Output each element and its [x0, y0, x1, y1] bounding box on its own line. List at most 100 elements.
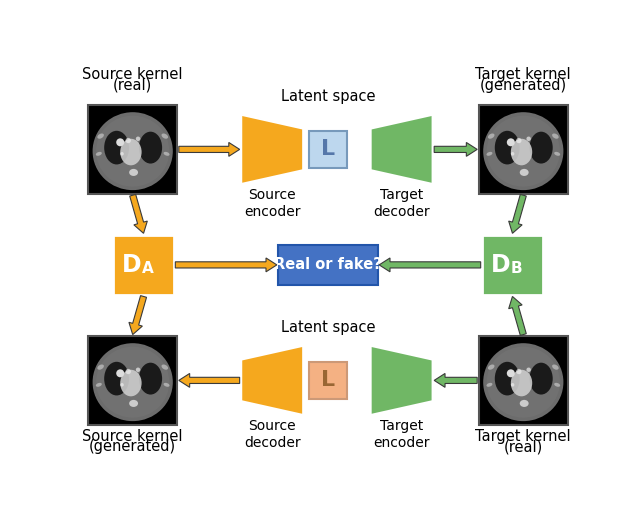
Ellipse shape — [487, 347, 560, 418]
Circle shape — [527, 368, 531, 372]
Ellipse shape — [129, 169, 138, 176]
Text: Latent space: Latent space — [281, 89, 375, 104]
Ellipse shape — [161, 133, 168, 139]
Text: (generated): (generated) — [89, 439, 176, 454]
Text: D: D — [490, 253, 510, 277]
Text: Latent space: Latent space — [281, 320, 375, 335]
Ellipse shape — [164, 152, 170, 156]
Polygon shape — [371, 115, 433, 184]
Text: Source
decoder: Source decoder — [244, 419, 301, 450]
FancyArrow shape — [129, 296, 147, 335]
Ellipse shape — [483, 343, 563, 421]
Ellipse shape — [139, 132, 162, 164]
Circle shape — [136, 136, 140, 141]
Ellipse shape — [93, 112, 173, 190]
Text: Real or fake?: Real or fake? — [274, 258, 382, 272]
Bar — [113, 235, 174, 295]
Ellipse shape — [120, 370, 141, 396]
Ellipse shape — [164, 383, 170, 387]
Text: (generated): (generated) — [480, 78, 567, 93]
Circle shape — [116, 138, 124, 147]
Text: Source kernel: Source kernel — [83, 428, 183, 444]
Ellipse shape — [486, 383, 492, 387]
Text: D: D — [122, 253, 141, 277]
Bar — [479, 105, 568, 194]
Text: (real): (real) — [504, 439, 543, 454]
Circle shape — [507, 369, 515, 377]
Ellipse shape — [495, 362, 520, 395]
Bar — [479, 336, 568, 425]
Circle shape — [516, 369, 522, 374]
Ellipse shape — [488, 365, 495, 370]
Circle shape — [511, 152, 515, 156]
Ellipse shape — [104, 362, 129, 395]
Bar — [88, 336, 177, 425]
Bar — [309, 131, 347, 168]
Ellipse shape — [96, 152, 102, 156]
Ellipse shape — [552, 133, 559, 139]
Ellipse shape — [486, 152, 492, 156]
Ellipse shape — [520, 400, 529, 407]
Ellipse shape — [129, 400, 138, 407]
Ellipse shape — [97, 365, 104, 370]
Text: Source kernel: Source kernel — [83, 67, 183, 82]
Circle shape — [507, 138, 515, 147]
Ellipse shape — [488, 133, 495, 139]
Ellipse shape — [483, 112, 563, 190]
Ellipse shape — [96, 383, 102, 387]
Circle shape — [116, 369, 124, 377]
FancyArrow shape — [179, 374, 239, 387]
Ellipse shape — [96, 116, 169, 187]
Circle shape — [527, 136, 531, 141]
Ellipse shape — [554, 383, 560, 387]
Text: (real): (real) — [113, 78, 152, 93]
Text: L: L — [321, 139, 335, 159]
Ellipse shape — [104, 131, 129, 164]
Circle shape — [120, 152, 124, 156]
Circle shape — [120, 383, 124, 387]
FancyArrow shape — [434, 142, 477, 156]
FancyArrow shape — [509, 194, 526, 233]
Ellipse shape — [120, 139, 141, 165]
Circle shape — [511, 383, 515, 387]
Polygon shape — [371, 346, 433, 415]
Circle shape — [125, 138, 131, 143]
Text: A: A — [141, 261, 154, 276]
Circle shape — [136, 368, 140, 372]
Text: Target kernel: Target kernel — [476, 428, 571, 444]
Ellipse shape — [97, 133, 104, 139]
Bar — [88, 105, 177, 194]
Text: Source
encoder: Source encoder — [244, 188, 300, 219]
Ellipse shape — [93, 343, 173, 421]
Ellipse shape — [552, 365, 559, 370]
Text: L: L — [321, 371, 335, 390]
FancyArrow shape — [130, 194, 147, 233]
Ellipse shape — [139, 363, 162, 394]
Ellipse shape — [511, 139, 532, 165]
FancyArrow shape — [379, 258, 481, 272]
Bar — [278, 245, 378, 285]
Ellipse shape — [487, 116, 560, 187]
Polygon shape — [241, 346, 303, 415]
FancyArrow shape — [434, 374, 477, 387]
FancyArrow shape — [175, 258, 277, 272]
FancyArrow shape — [179, 142, 239, 156]
Circle shape — [516, 138, 522, 143]
Ellipse shape — [529, 132, 553, 164]
Text: Target
decoder: Target decoder — [373, 188, 430, 219]
Bar — [309, 362, 347, 399]
Ellipse shape — [161, 365, 168, 370]
Ellipse shape — [96, 347, 169, 418]
Text: Target kernel: Target kernel — [476, 67, 571, 82]
Circle shape — [125, 369, 131, 374]
Ellipse shape — [529, 363, 553, 394]
Polygon shape — [241, 115, 303, 184]
Ellipse shape — [554, 152, 560, 156]
Text: Target
encoder: Target encoder — [373, 419, 430, 450]
Bar — [482, 235, 543, 295]
Text: B: B — [511, 261, 522, 276]
FancyArrow shape — [509, 297, 526, 336]
Ellipse shape — [495, 131, 520, 164]
Ellipse shape — [511, 370, 532, 396]
Ellipse shape — [520, 169, 529, 176]
